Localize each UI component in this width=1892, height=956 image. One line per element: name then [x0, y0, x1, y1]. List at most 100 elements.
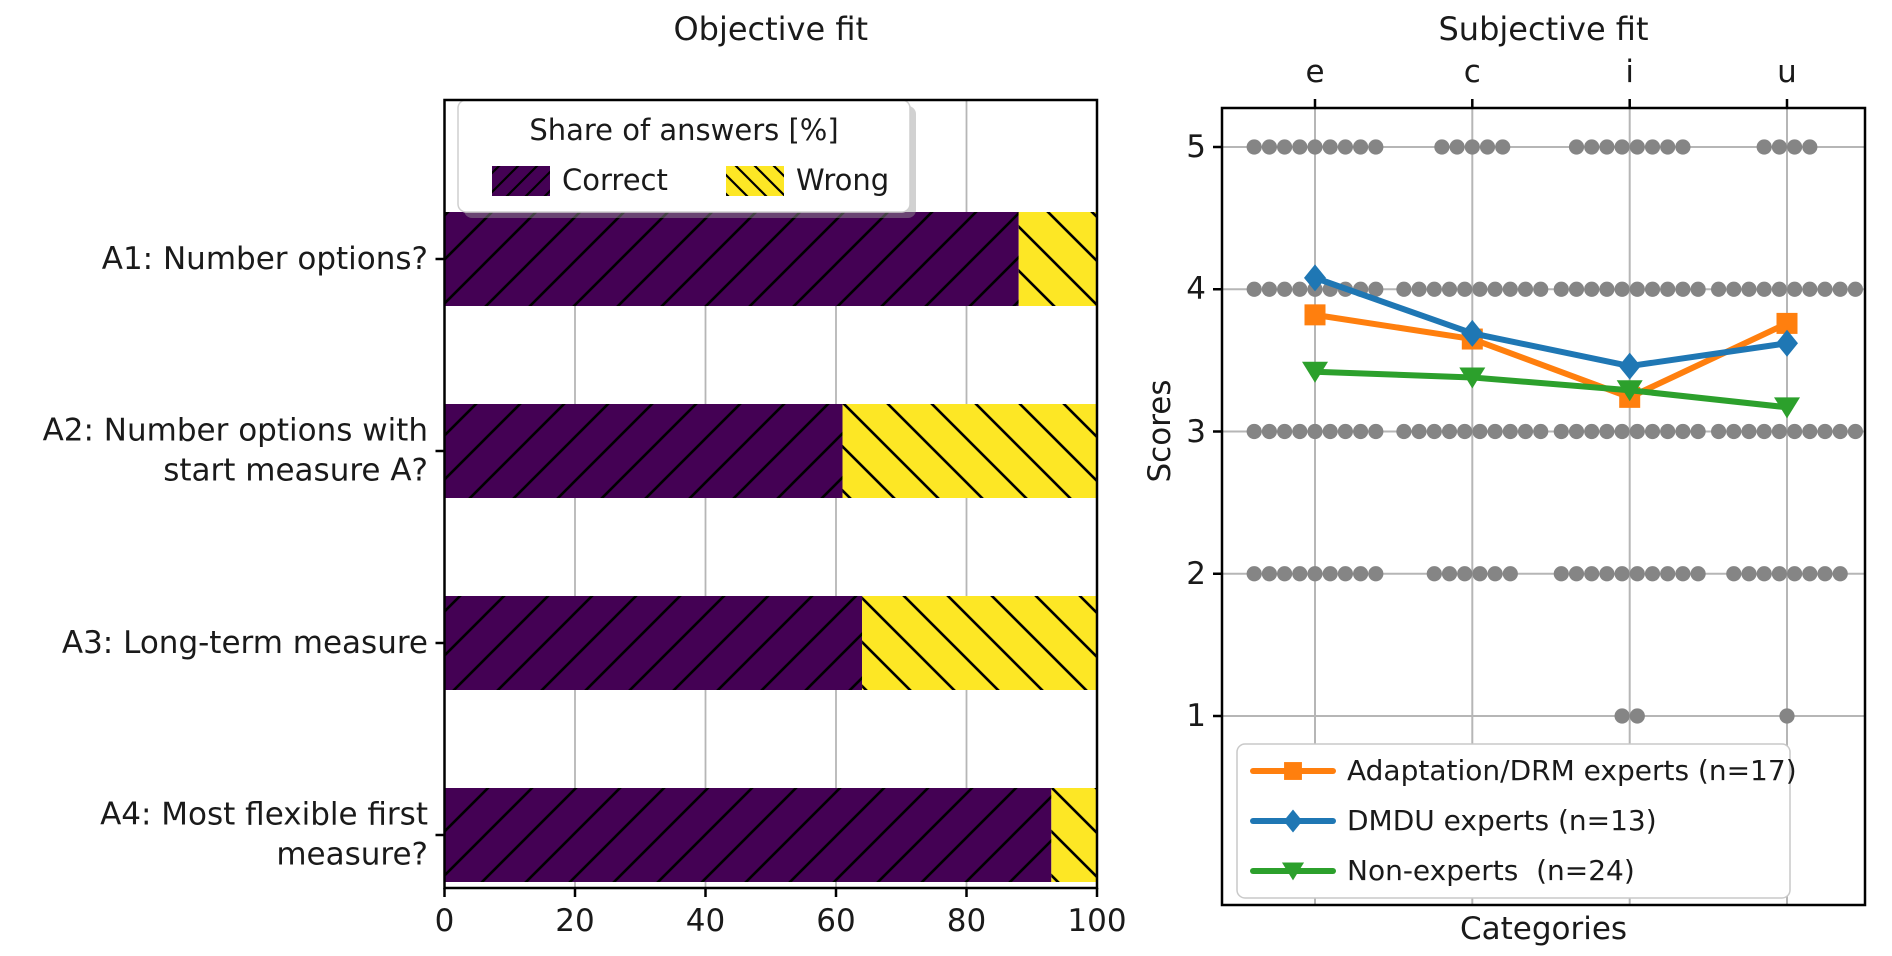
score-dot	[1277, 281, 1293, 297]
series-0-line	[1312, 311, 1790, 401]
bar-correct-hatch	[444, 596, 863, 690]
score-dot	[1277, 566, 1293, 582]
right-legend-label-nonexpert: Non-experts (n=24)	[1347, 853, 1635, 887]
score-dot	[1756, 423, 1772, 440]
score-dot	[1726, 566, 1742, 582]
series-2-marker	[1616, 380, 1643, 402]
score-dot	[1787, 566, 1803, 582]
score-dot	[1614, 139, 1630, 155]
score-dot	[1832, 281, 1848, 297]
y-tick-3: 3	[1186, 413, 1206, 450]
x-tick-40: 40	[685, 902, 726, 939]
top-category-u: u	[1777, 53, 1797, 90]
score-dot	[1487, 281, 1503, 297]
score-dot	[1502, 423, 1518, 440]
score-dot	[1644, 566, 1661, 582]
score-dot	[1741, 566, 1757, 582]
left-legend-label-wrong: Wrong	[796, 163, 890, 198]
score-dot	[1787, 281, 1803, 297]
score-dot	[1675, 139, 1691, 155]
y-axis-label: Scores	[1141, 379, 1178, 483]
score-dot	[1690, 281, 1706, 297]
series-2-marker	[1774, 397, 1800, 419]
right-plot-frame	[1220, 106, 1867, 907]
score-dot	[1246, 139, 1262, 155]
x-tick-0: 0	[434, 902, 455, 939]
score-dot	[1584, 281, 1600, 297]
score-dot	[1457, 281, 1473, 297]
score-dot	[1464, 139, 1480, 155]
series-2-marker	[1459, 367, 1486, 389]
top-category-c: c	[1463, 53, 1481, 90]
score-dot	[1411, 281, 1427, 297]
series-1-marker	[1461, 319, 1484, 347]
score-dot	[1802, 423, 1818, 440]
score-dot	[1472, 423, 1488, 440]
score-dot	[1337, 566, 1353, 582]
score-dot	[1568, 139, 1585, 155]
score-dot	[1411, 423, 1427, 440]
left-chart-title: Objective fit	[673, 10, 869, 49]
series-0-marker	[1776, 312, 1798, 334]
x-tick-60: 60	[816, 902, 856, 939]
score-dot	[1629, 139, 1645, 155]
score-dot	[1568, 281, 1585, 297]
score-dot	[1246, 566, 1262, 582]
score-dot	[1307, 423, 1323, 440]
score-dot	[1487, 423, 1503, 440]
score-dot	[1802, 139, 1818, 155]
score-dot	[1441, 566, 1458, 582]
score-dot	[1457, 423, 1473, 440]
score-dot	[1568, 423, 1585, 440]
score-dot	[1644, 139, 1661, 155]
score-dot	[1502, 566, 1518, 582]
score-dot	[1457, 566, 1473, 582]
top-category-e: e	[1305, 53, 1325, 90]
left-legend-title: Share of answers [%]	[529, 113, 839, 148]
score-dot	[1517, 423, 1534, 440]
score-dot	[1644, 423, 1661, 440]
score-dot	[1307, 139, 1323, 155]
score-dot	[1614, 566, 1630, 582]
bar-wrong-hatch	[862, 596, 1097, 690]
score-dot	[1756, 139, 1772, 155]
legend-swatch-wrong-hatch	[726, 166, 784, 196]
score-dot	[1690, 566, 1706, 582]
y-tick-1: 1	[1186, 697, 1206, 734]
score-dot	[1711, 423, 1727, 440]
y-tick-2: 2	[1186, 555, 1206, 592]
category-label-a3: A3: Long-term measure	[61, 624, 428, 661]
score-dot	[1517, 281, 1534, 297]
score-dot	[1396, 281, 1412, 297]
series-2-marker	[1302, 361, 1328, 383]
score-dot	[1771, 139, 1787, 155]
score-dot	[1292, 423, 1308, 440]
score-dot	[1741, 281, 1757, 297]
series-1-marker	[1618, 352, 1641, 380]
series-1-marker	[1304, 264, 1326, 292]
score-dot	[1660, 281, 1676, 297]
score-dot	[1396, 423, 1412, 440]
score-dot	[1337, 139, 1353, 155]
score-dot	[1502, 281, 1518, 297]
score-dot	[1434, 139, 1450, 155]
score-dot	[1553, 281, 1569, 297]
score-dot	[1660, 139, 1676, 155]
score-dot	[1353, 423, 1369, 440]
score-dot	[1629, 708, 1645, 724]
category-label-a1: A1: Number options?	[101, 240, 428, 277]
score-dot	[1675, 423, 1691, 440]
bar-correct-hatch	[444, 212, 1019, 306]
score-dot	[1368, 139, 1384, 155]
score-dot	[1599, 139, 1615, 155]
score-dot	[1660, 423, 1676, 440]
score-dot	[1322, 566, 1338, 582]
series-1-marker	[1776, 329, 1798, 357]
score-dot	[1599, 566, 1615, 582]
score-dot	[1495, 139, 1511, 155]
score-dot	[1292, 139, 1308, 155]
score-dot	[1690, 423, 1706, 440]
category-label-a4: A4: Most flexible first measure?	[100, 796, 428, 873]
